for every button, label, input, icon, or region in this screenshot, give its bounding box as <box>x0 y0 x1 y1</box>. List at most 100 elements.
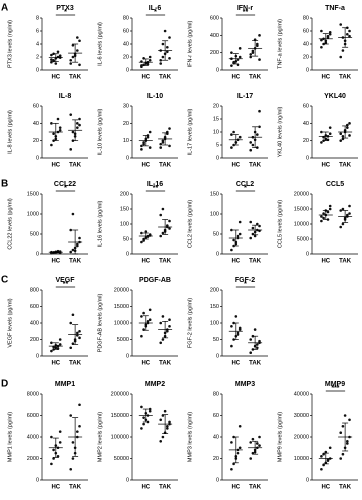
significance-label: * <box>244 185 247 192</box>
y-axis-label: YKL40 levels (ng/ml) <box>277 106 283 157</box>
data-point <box>69 62 73 65</box>
y-tick-label: 200 <box>120 191 129 197</box>
data-point <box>71 130 75 134</box>
y-tick-label: 60 <box>303 103 309 109</box>
data-point <box>341 222 345 226</box>
data-point <box>50 462 53 466</box>
data-point <box>251 437 255 441</box>
data-point <box>230 344 233 348</box>
y-axis-label: MMP3 levels (ng/ml) <box>187 412 193 462</box>
y-tick-label: 0 <box>36 67 39 73</box>
data-point <box>236 333 240 336</box>
data-point <box>142 141 145 144</box>
data-point <box>322 463 325 467</box>
y-tick-label: 40 <box>33 121 39 127</box>
panel-title: TNF-a <box>325 5 345 12</box>
data-point <box>148 55 152 59</box>
data-point <box>249 457 253 460</box>
y-tick-label: 1000 <box>27 211 39 217</box>
y-tick-label: 0 <box>126 251 129 257</box>
y-tick-label: 50 <box>213 337 219 343</box>
data-point <box>328 31 332 34</box>
panel-title: IL-10 <box>147 93 163 100</box>
y-tick-label: 0 <box>36 155 39 161</box>
data-point <box>58 54 62 57</box>
y-tick-label: 150000 <box>111 413 129 419</box>
y-tick-label: 0 <box>216 353 219 359</box>
data-point <box>148 130 152 134</box>
y-tick-label: 0 <box>216 251 219 257</box>
data-point <box>78 424 81 428</box>
y-tick-label: 800 <box>30 287 39 293</box>
data-point <box>328 207 332 211</box>
data-point <box>258 224 261 228</box>
data-point <box>140 334 143 338</box>
y-tick-label: 20 <box>33 138 39 144</box>
panel-title: IL-17 <box>237 93 253 100</box>
data-point <box>339 457 343 460</box>
data-point <box>159 418 163 422</box>
category-label: HC <box>141 75 150 81</box>
data-point <box>159 234 163 238</box>
data-point <box>76 242 79 246</box>
y-tick-label: 500 <box>30 231 39 237</box>
data-point <box>256 346 259 350</box>
y-tick-label: 0 <box>306 251 309 257</box>
y-tick-label: 200 <box>210 50 219 56</box>
data-point <box>161 139 165 142</box>
data-point <box>258 34 261 37</box>
y-tick-label: 100 <box>210 320 219 326</box>
panel-title: FGF-2 <box>235 277 255 284</box>
data-point <box>238 232 242 236</box>
category-label: HC <box>51 163 60 169</box>
data-point <box>256 343 259 346</box>
y-tick-label: 0 <box>126 67 129 73</box>
data-point <box>56 455 60 458</box>
data-point <box>348 418 351 422</box>
y-tick-label: 60 <box>213 413 219 419</box>
data-point <box>148 58 152 62</box>
data-point <box>166 329 169 333</box>
significance-label: *** <box>331 385 339 392</box>
category-label: HC <box>51 259 60 265</box>
category-label: HC <box>141 163 150 169</box>
data-point <box>168 325 171 328</box>
panel-title: IL-6 <box>149 5 162 12</box>
y-tick-label: 30 <box>123 103 129 109</box>
data-point <box>232 130 235 134</box>
data-point <box>256 133 259 136</box>
data-point <box>328 204 332 208</box>
data-point <box>346 32 349 36</box>
y-axis-label: MMP9 levels (pg/ml) <box>277 412 283 462</box>
data-point <box>346 442 349 445</box>
data-point <box>236 234 240 238</box>
data-point <box>78 336 81 340</box>
data-point <box>348 212 351 215</box>
data-point <box>230 248 233 252</box>
data-point <box>159 146 163 149</box>
data-point <box>159 213 163 217</box>
y-tick-label: 8000 <box>27 391 39 397</box>
data-point <box>71 441 75 444</box>
data-point <box>71 55 75 59</box>
data-point <box>320 467 323 471</box>
data-point <box>69 467 73 471</box>
data-point <box>322 212 325 215</box>
y-tick-label: 2000 <box>27 456 39 462</box>
data-point <box>56 50 60 54</box>
data-point <box>58 126 62 129</box>
y-tick-label: 200 <box>210 287 219 293</box>
category-label: TAK <box>339 163 352 169</box>
data-point <box>230 228 233 232</box>
data-point <box>140 427 143 430</box>
category-label: TAK <box>159 75 172 81</box>
y-axis-label: IFN-r levels (pg/ml) <box>187 20 193 67</box>
y-tick-label: 4000 <box>27 434 39 440</box>
y-tick-label: 600 <box>30 304 39 310</box>
y-tick-label: 40 <box>303 121 309 127</box>
data-point <box>50 58 53 61</box>
y-tick-label: 1500 <box>27 191 39 197</box>
category-label: TAK <box>249 485 262 491</box>
significance-label: * <box>64 185 67 192</box>
data-point <box>258 109 261 113</box>
